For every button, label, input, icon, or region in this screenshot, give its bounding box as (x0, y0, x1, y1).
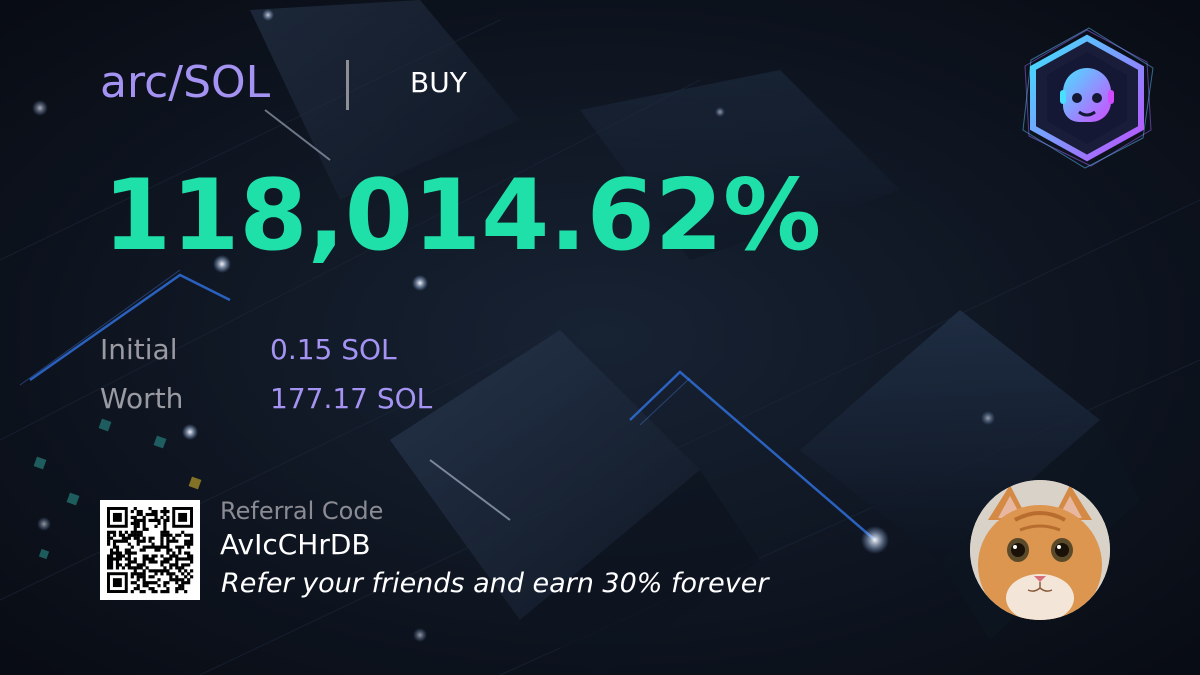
initial-value: 0.15 SOL (270, 333, 397, 366)
worth-value: 177.17 SOL (270, 382, 433, 415)
cat-avatar (970, 480, 1110, 620)
referral-label: Referral Code (220, 497, 384, 525)
initial-label: Initial (100, 333, 178, 366)
pnl-percentage: 118,014.62% (103, 159, 822, 273)
header-divider (346, 60, 349, 110)
qr-code (100, 500, 200, 600)
referral-note: Refer your friends and earn 30% forever (221, 568, 769, 599)
trading-pair: arc/SOL (100, 57, 271, 108)
worth-label: Worth (100, 382, 184, 415)
trade-side: BUY (410, 66, 467, 99)
robot-face-hexagon-icon (1015, 26, 1160, 171)
referral-code: AvIcCHrDB (220, 528, 371, 561)
